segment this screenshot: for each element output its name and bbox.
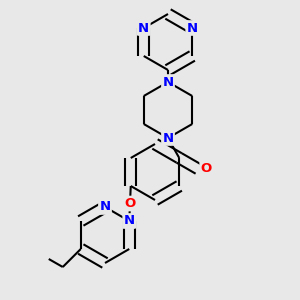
Text: N: N xyxy=(138,22,149,34)
Text: N: N xyxy=(162,131,174,145)
Text: N: N xyxy=(187,22,198,34)
Text: N: N xyxy=(99,200,111,214)
Text: N: N xyxy=(162,76,174,88)
Text: O: O xyxy=(201,163,212,176)
Text: N: N xyxy=(124,214,135,227)
Text: O: O xyxy=(124,197,136,210)
